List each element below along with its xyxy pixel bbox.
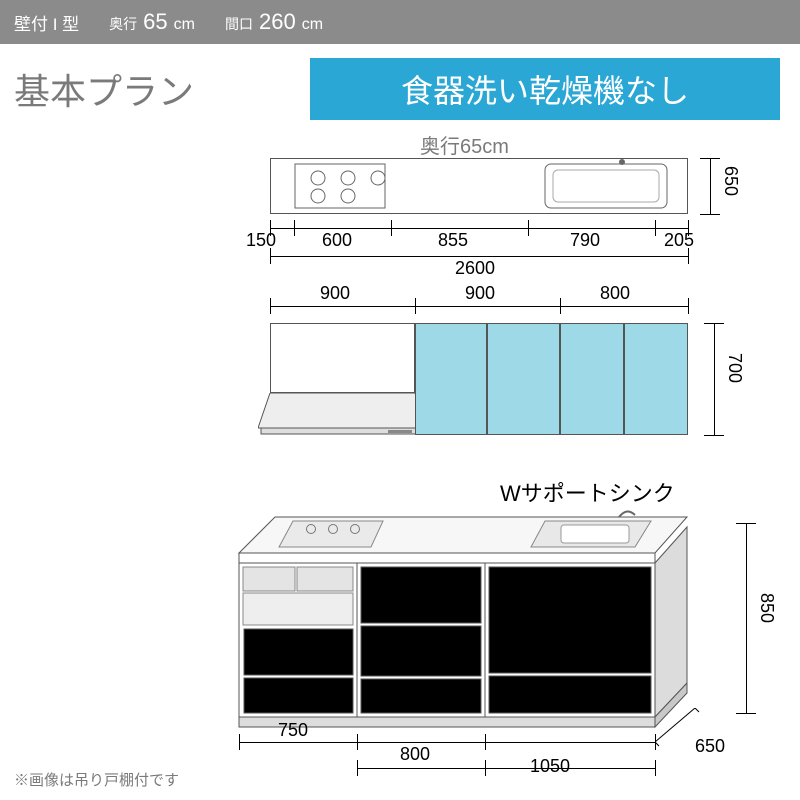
dim-uc-0: 900 <box>320 283 350 304</box>
banner: 食器洗い乾燥機なし <box>310 58 780 120</box>
type-label: 壁付 I 型 <box>14 10 79 35</box>
width-segment: 間口 260 cm <box>225 9 323 35</box>
dim-uc-h: 700 <box>724 353 745 383</box>
plan-title: 基本プラン <box>14 63 194 115</box>
dim-bc-h: 850 <box>756 593 777 623</box>
dim-seg3: 790 <box>570 230 600 251</box>
base-cabinet-iso <box>215 503 735 733</box>
uc-door4 <box>624 323 688 435</box>
header-bar: 壁付 I 型 奥行 65 cm 間口 260 cm <box>0 0 800 44</box>
dim-fw1: 800 <box>400 744 430 765</box>
hood-bevel <box>258 393 426 435</box>
dim-fw0: 750 <box>278 720 308 741</box>
diagram-area: 奥行65cm 650 150 600 855 790 205 2600 900 … <box>0 128 800 768</box>
dim-uc-1: 900 <box>465 283 495 304</box>
uc-door1 <box>415 323 487 435</box>
dim-seg4: 205 <box>664 230 694 251</box>
dim-uc-2: 800 <box>600 283 630 304</box>
depth-segment: 奥行 65 cm <box>109 9 195 35</box>
uc-door3 <box>560 323 624 435</box>
dim-seg1: 600 <box>322 230 352 251</box>
dim-seg0: 150 <box>246 230 276 251</box>
title-row: 基本プラン 食器洗い乾燥機なし <box>0 44 800 128</box>
dim-tv-height: 650 <box>720 166 741 196</box>
dim-seg2: 855 <box>438 230 468 251</box>
dim-fw2: 1050 <box>530 756 570 777</box>
dim-total: 2600 <box>455 258 495 279</box>
hood-upper <box>270 323 415 393</box>
topview-contents <box>270 158 688 214</box>
dim-depth: 650 <box>695 736 725 757</box>
footnote: ※画像は吊り戸棚付です <box>14 769 179 790</box>
uc-door2 <box>487 323 560 435</box>
depth-label-text: 奥行65cm <box>420 130 509 159</box>
